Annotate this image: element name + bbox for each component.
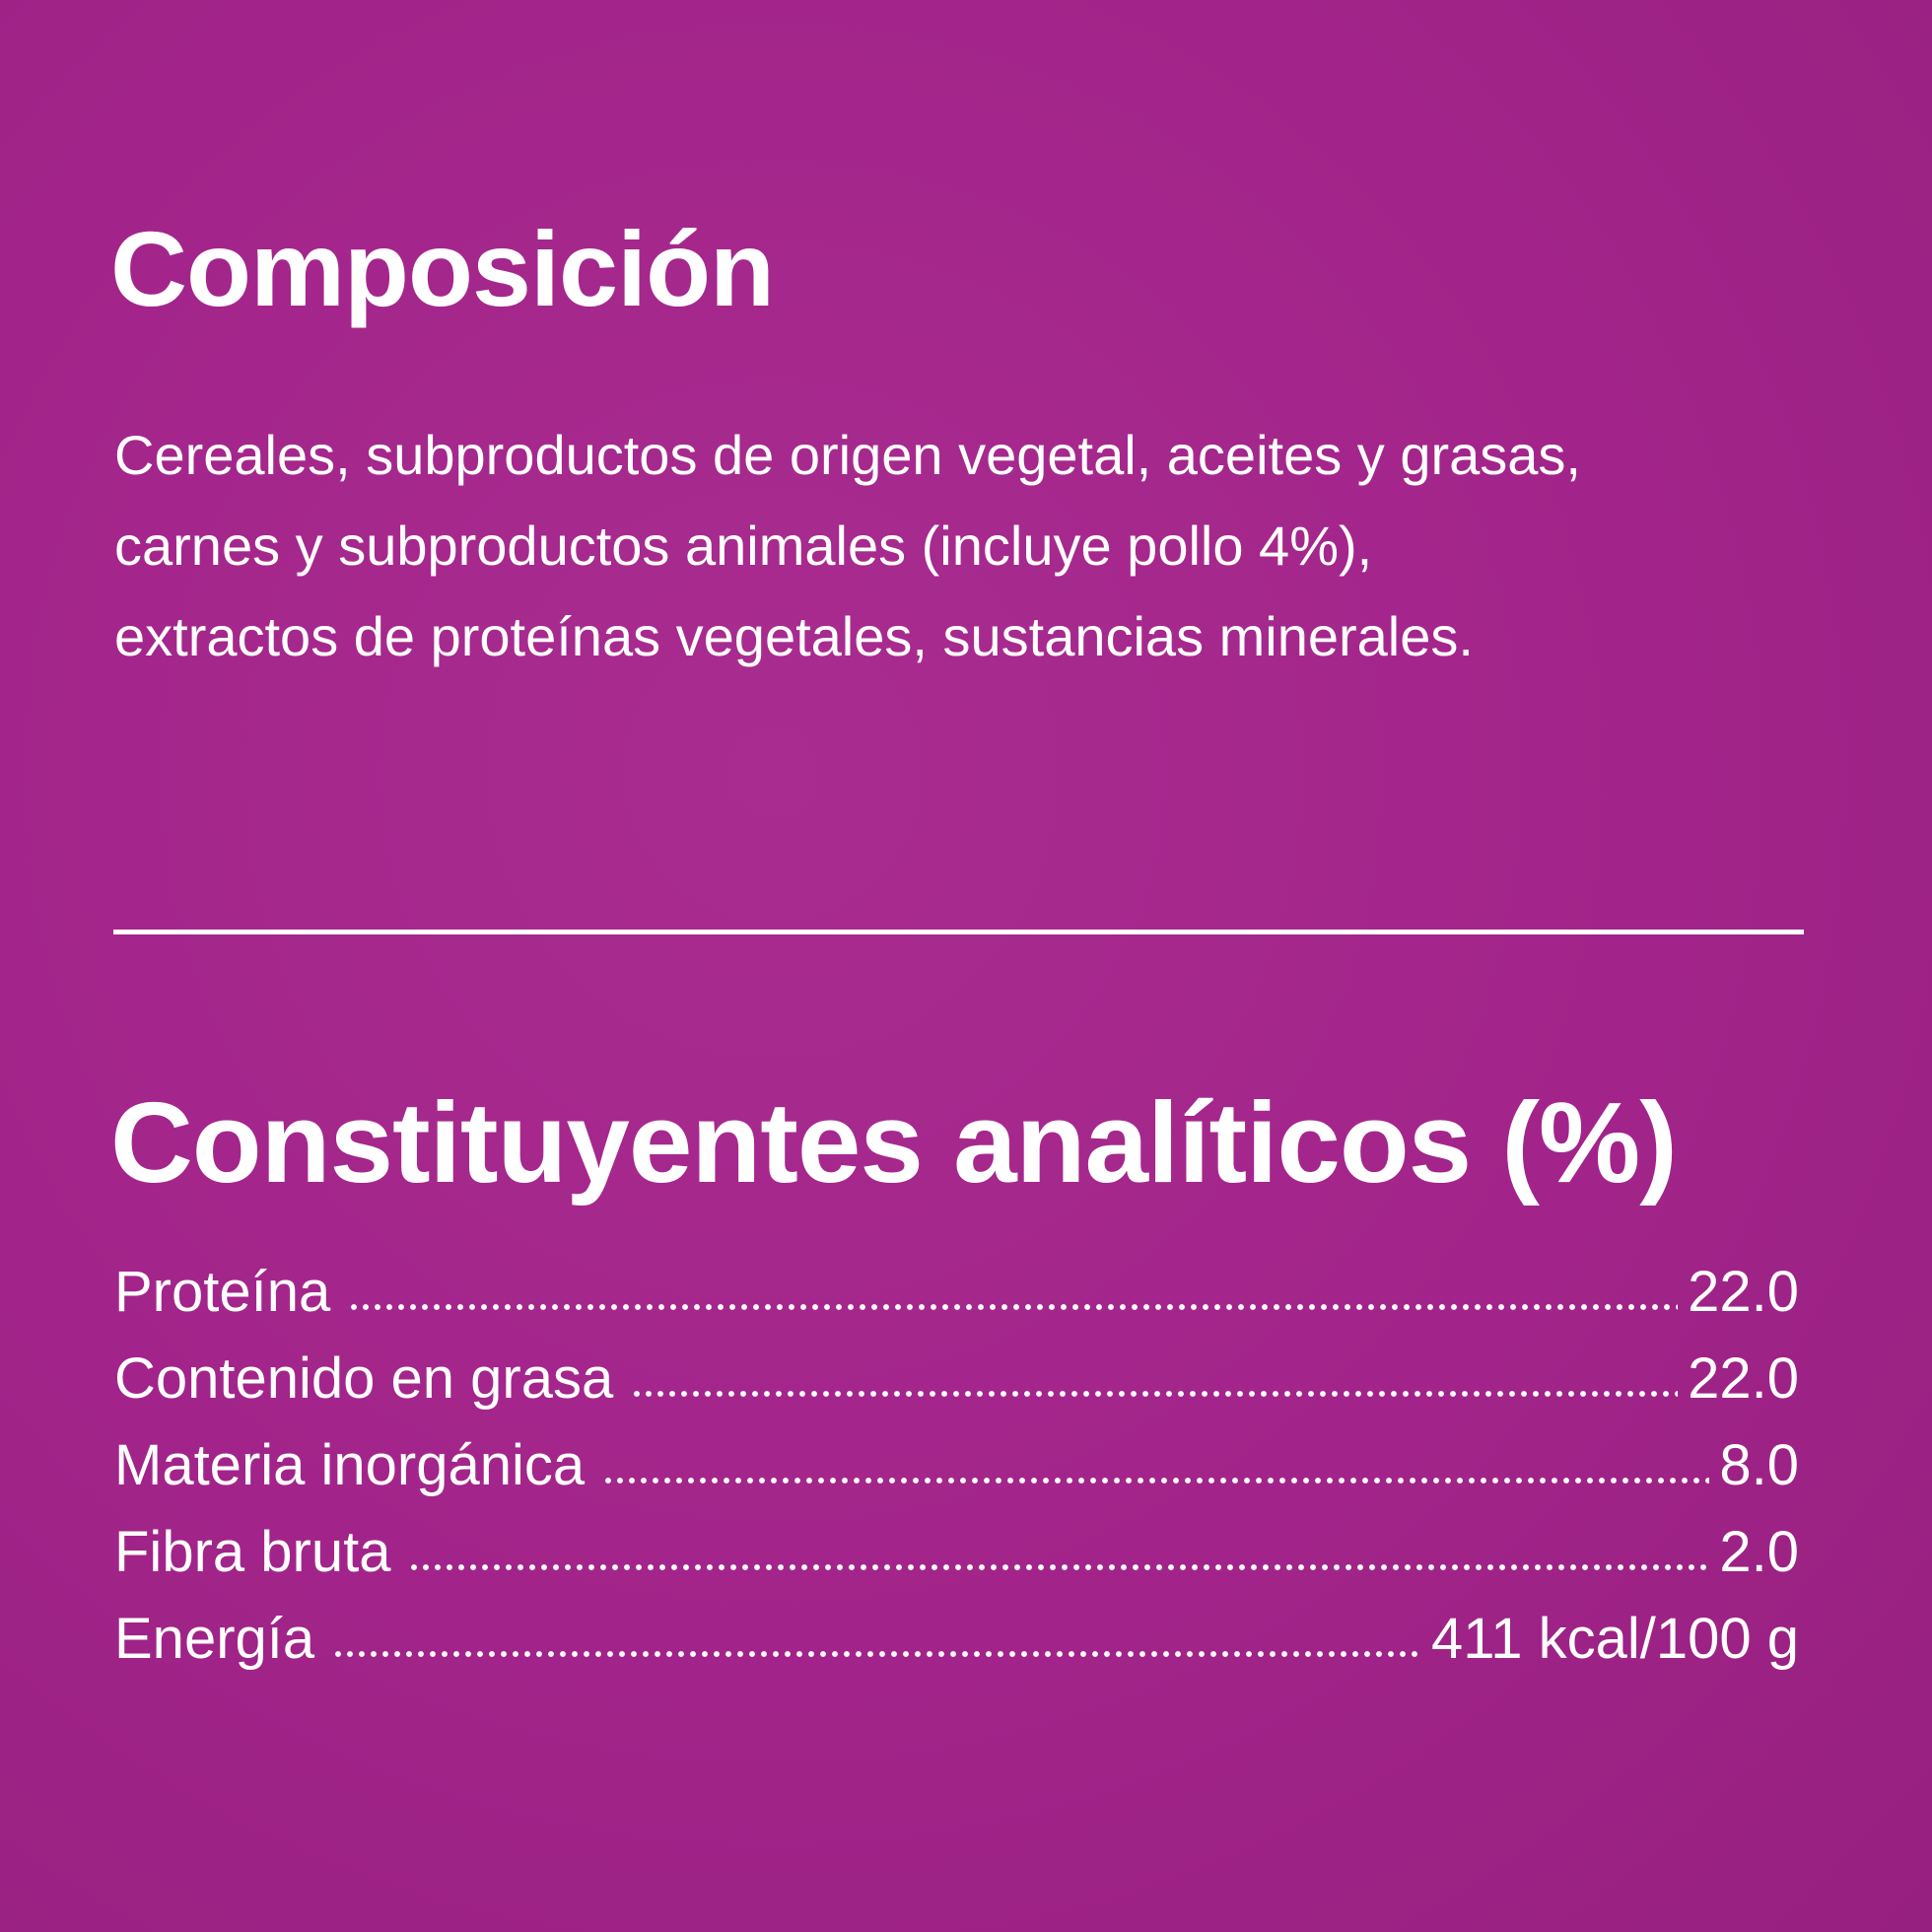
section-title: Constituyentes analíticos (%) [110, 1078, 1678, 1207]
row-value: 411 kcal/100 g [1431, 1607, 1799, 1671]
table-row: Contenido en grasa 22.0 [114, 1346, 1799, 1432]
text-line: extractos de proteínas vegetales, sustan… [114, 605, 1474, 667]
text-line: Cereales, subproductos de origen vegetal… [114, 424, 1581, 486]
row-label: Materia inorgánica [114, 1433, 586, 1497]
section-title: Composición [110, 209, 775, 328]
row-value: 8.0 [1719, 1433, 1799, 1497]
row-label: Proteína [114, 1260, 331, 1324]
dot-leader [631, 1390, 1679, 1398]
row-label: Contenido en grasa [114, 1346, 614, 1411]
row-label: Energía [114, 1607, 315, 1671]
analytical-table: Proteína 22.0 Contenido en grasa 22.0 Materi… [114, 1259, 1799, 1692]
table-row: Energía 411 kcal/100 g [114, 1606, 1799, 1692]
row-label: Fibra bruta [114, 1520, 391, 1584]
row-value: 22.0 [1688, 1260, 1799, 1324]
table-row: Materia inorgánica 8.0 [114, 1432, 1799, 1519]
divider [113, 930, 1804, 934]
table-row: Proteína 22.0 [114, 1259, 1799, 1346]
dot-leader [602, 1477, 1710, 1484]
dot-leader [348, 1303, 1679, 1311]
dot-leader [408, 1563, 1710, 1571]
composition-text: Cereales, subproductos de origen vegetal… [114, 410, 1581, 682]
table-row: Fibra bruta 2.0 [114, 1519, 1799, 1606]
text-line: carnes y subproductos animales (incluye … [114, 515, 1373, 577]
dot-leader [332, 1650, 1422, 1658]
row-value: 2.0 [1719, 1520, 1799, 1584]
row-value: 22.0 [1688, 1346, 1799, 1411]
